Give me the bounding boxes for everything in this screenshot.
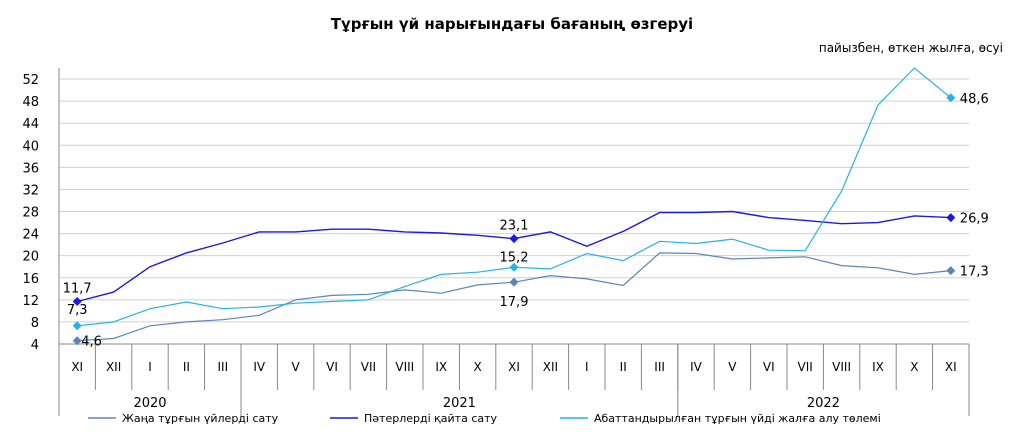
x-tick-label: II [620,360,627,374]
data-point-marker [72,336,82,346]
series-line-3 [77,67,952,327]
x-tick-label: X [910,360,918,374]
y-tick-label: 36 [22,161,39,176]
y-tick-label: 48 [22,95,39,110]
data-label: 17,9 [500,295,529,310]
x-tick-label: VII [361,360,376,374]
legend-label: Абаттандырылған тұрғын үйді жалға алу тө… [594,412,881,425]
y-tick-label: 16 [22,272,39,287]
x-tick-label: VII [798,360,813,374]
legend: Жаңа тұрғын үйлерді сату Пәтерлерді қайта… [88,412,881,425]
data-label: 11,7 [63,281,92,296]
data-point-marker [509,277,519,287]
data-label: 7,3 [67,303,88,318]
legend-label: Пәтерлерді қайта сату [364,412,498,425]
y-tick-label: 52 [22,73,39,88]
y-tick-label: 8 [31,316,39,331]
year-label: 2022 [807,396,840,411]
x-tick-label: I [585,360,589,374]
data-label: 4,6 [81,335,102,350]
x-tick-label: III [217,360,228,374]
x-tick-label: VI [326,360,338,374]
x-tick-label: XII [106,360,121,374]
x-tick-label: IV [253,360,266,374]
x-tick-label: I [148,360,152,374]
data-point-marker [946,266,956,276]
y-tick-label: 44 [22,117,39,132]
y-tick-label: 20 [22,250,39,265]
gridlines [59,78,969,323]
data-label: 26,9 [960,212,989,227]
x-tick-label: III [654,360,665,374]
year-label: 2021 [443,396,476,411]
data-label: 48,6 [960,92,989,107]
data-label: 17,3 [960,265,989,280]
x-tick-label: XI [71,360,83,374]
x-tick-label: X [473,360,481,374]
x-tick-label: VI [763,360,775,374]
x-tick-label: V [728,360,737,374]
y-tick-label: 40 [22,139,39,154]
data-point-marker [72,296,82,306]
x-tick-label: XI [508,360,520,374]
x-tick-label: XII [543,360,558,374]
x-tick-label: XI [945,360,957,374]
data-point-marker [509,234,519,244]
y-tick-label: 12 [22,294,39,309]
x-tick-label: VIII [832,360,851,374]
x-tick-label: IX [435,360,447,374]
data-point-marker [946,213,956,223]
x-tick-label: IV [690,360,703,374]
x-tick-label: V [291,360,300,374]
year-label: 2020 [133,396,166,411]
chart-title: Тұрғын үй нарығындағы бағаның өзгеруі [331,15,693,33]
legend-label: Жаңа тұрғын үйлерді сату [122,412,279,425]
data-point-marker [946,93,956,103]
x-tick-label: II [183,360,190,374]
x-tick-label: VIII [395,360,414,374]
data-point-marker [72,321,82,331]
data-label: 15,2 [500,250,529,265]
data-label: 23,1 [500,219,529,234]
data-labels: 4,6 17,9 17,3 11,7 23,1 26,9 7,3 15,2 48,6 [63,92,989,350]
x-tick-label: IX [872,360,884,374]
y-tick-label: 32 [22,183,39,198]
unit-note: пайызбен, өткен жылға, өсуі [819,41,1003,55]
y-tick-label: 24 [22,228,39,243]
y-tick-label: 28 [22,206,39,221]
y-tick-label: 4 [31,338,39,353]
data-point-marker [509,262,519,272]
series-lines [72,67,956,346]
